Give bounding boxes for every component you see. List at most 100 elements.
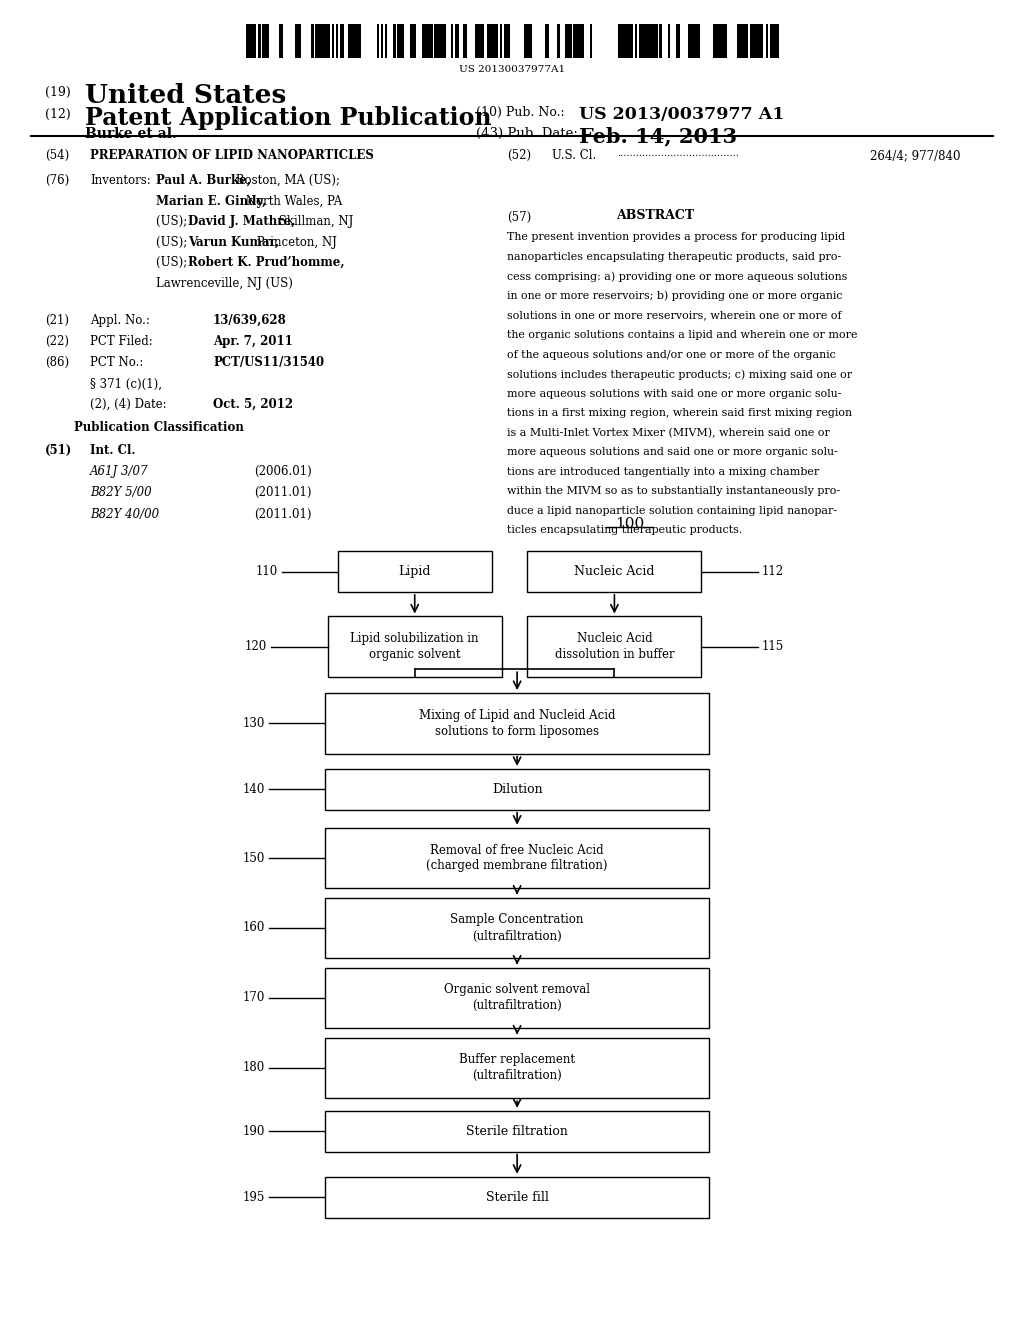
Bar xyxy=(545,24,549,58)
Text: (12): (12) xyxy=(45,108,71,121)
Text: Lawrenceville, NJ (US): Lawrenceville, NJ (US) xyxy=(156,277,293,289)
Text: 190: 190 xyxy=(243,1125,264,1138)
Bar xyxy=(442,24,446,58)
Text: Skillman, NJ: Skillman, NJ xyxy=(275,215,353,228)
Text: U.S. Cl.: U.S. Cl. xyxy=(552,149,596,162)
Text: 112: 112 xyxy=(762,565,784,578)
Bar xyxy=(754,24,763,58)
Text: (76): (76) xyxy=(45,174,70,187)
Text: (US);: (US); xyxy=(156,235,190,248)
Bar xyxy=(326,1038,709,1098)
Text: (22): (22) xyxy=(45,335,69,348)
Text: Nucleic Acid
dissolution in buffer: Nucleic Acid dissolution in buffer xyxy=(555,632,674,661)
Text: 120: 120 xyxy=(245,640,267,653)
Bar xyxy=(651,24,657,58)
Text: nanoparticles encapsulating therapeutic products, said pro-: nanoparticles encapsulating therapeutic … xyxy=(507,252,841,261)
Bar xyxy=(528,24,532,58)
Bar xyxy=(500,24,502,58)
Text: Inventors:: Inventors: xyxy=(90,174,151,187)
Bar xyxy=(527,616,701,677)
Text: 13/639,628: 13/639,628 xyxy=(213,314,287,327)
Bar xyxy=(623,24,625,58)
Text: 264/4; 977/840: 264/4; 977/840 xyxy=(870,149,961,162)
Text: (19): (19) xyxy=(45,86,71,99)
Bar xyxy=(737,24,746,58)
Bar xyxy=(627,24,633,58)
Text: Robert K. Prud’homme,: Robert K. Prud’homme, xyxy=(188,256,345,269)
Bar xyxy=(266,24,268,58)
Text: B82Y 40/00: B82Y 40/00 xyxy=(90,508,160,521)
Text: the organic solutions contains a lipid and wherein one or more: the organic solutions contains a lipid a… xyxy=(507,330,857,341)
Bar xyxy=(770,24,779,58)
Bar xyxy=(692,24,696,58)
Bar xyxy=(527,552,701,591)
Text: ABSTRACT: ABSTRACT xyxy=(616,209,694,222)
Text: Feb. 14, 2013: Feb. 14, 2013 xyxy=(579,127,736,147)
Bar xyxy=(688,24,692,58)
Text: Int. Cl.: Int. Cl. xyxy=(90,444,135,457)
Bar xyxy=(340,24,344,58)
Text: Lipid solubilization in
organic solvent: Lipid solubilization in organic solvent xyxy=(350,632,479,661)
Bar xyxy=(475,24,484,58)
Bar xyxy=(326,693,709,754)
Bar xyxy=(434,24,440,58)
Bar xyxy=(250,24,256,58)
Text: of the aqueous solutions and/or one or more of the organic: of the aqueous solutions and/or one or m… xyxy=(507,350,836,359)
Text: (2006.01): (2006.01) xyxy=(254,465,311,478)
Bar xyxy=(338,552,492,591)
Text: (2011.01): (2011.01) xyxy=(254,508,311,521)
Text: Buffer replacement
(ultrafiltration): Buffer replacement (ultrafiltration) xyxy=(459,1053,575,1082)
Text: (21): (21) xyxy=(45,314,69,327)
Text: cess comprising: a) providing one or more aqueous solutions: cess comprising: a) providing one or mor… xyxy=(507,272,847,282)
Text: 110: 110 xyxy=(255,565,278,578)
Text: 160: 160 xyxy=(243,921,264,935)
Bar xyxy=(279,24,283,58)
Bar xyxy=(647,24,653,58)
Bar xyxy=(299,24,301,58)
Bar xyxy=(315,24,325,58)
Bar xyxy=(246,24,250,58)
Text: The present invention provides a process for producing lipid: The present invention provides a process… xyxy=(507,232,845,243)
Text: (57): (57) xyxy=(507,211,531,224)
Text: Apr. 7, 2011: Apr. 7, 2011 xyxy=(213,335,293,348)
Text: § 371 (c)(1),: § 371 (c)(1), xyxy=(90,378,162,391)
Bar xyxy=(326,968,709,1028)
Bar xyxy=(324,24,328,58)
Bar xyxy=(557,24,559,58)
Text: 195: 195 xyxy=(243,1191,264,1204)
Text: Patent Application Publication: Patent Application Publication xyxy=(85,106,492,129)
Text: more aqueous solutions with said one or more organic solu-: more aqueous solutions with said one or … xyxy=(507,388,842,399)
Text: PREPARATION OF LIPID NANOPARTICLES: PREPARATION OF LIPID NANOPARTICLES xyxy=(90,149,374,162)
Bar xyxy=(326,898,709,958)
Text: United States: United States xyxy=(85,83,287,108)
Text: Princeton, NJ: Princeton, NJ xyxy=(253,235,337,248)
Bar xyxy=(721,24,725,58)
Bar xyxy=(565,24,569,58)
Bar xyxy=(487,24,494,58)
Text: (US);: (US); xyxy=(156,256,190,269)
Bar xyxy=(336,24,338,58)
Text: (10) Pub. No.:: (10) Pub. No.: xyxy=(476,106,565,119)
Text: tions in a first mixing region, wherein said first mixing region: tions in a first mixing region, wherein … xyxy=(507,408,852,418)
Bar xyxy=(676,24,680,58)
Text: tions are introduced tangentially into a mixing chamber: tions are introduced tangentially into a… xyxy=(507,467,819,477)
Text: (2), (4) Date:: (2), (4) Date: xyxy=(90,397,167,411)
Bar xyxy=(295,24,299,58)
Text: duce a lipid nanoparticle solution containing lipid nanopar-: duce a lipid nanoparticle solution conta… xyxy=(507,506,837,516)
Text: solutions includes therapeutic products; c) mixing said one or: solutions includes therapeutic products;… xyxy=(507,370,852,380)
Bar xyxy=(745,24,748,58)
Bar xyxy=(725,24,727,58)
Text: in one or more reservoirs; b) providing one or more organic: in one or more reservoirs; b) providing … xyxy=(507,290,843,301)
Text: 130: 130 xyxy=(243,717,264,730)
Bar xyxy=(326,1177,709,1217)
Text: Paul A. Burke,: Paul A. Burke, xyxy=(156,174,251,187)
Text: Removal of free Nucleic Acid
(charged membrane filtration): Removal of free Nucleic Acid (charged me… xyxy=(426,843,608,873)
Bar xyxy=(397,24,403,58)
Text: Appl. No.:: Appl. No.: xyxy=(90,314,150,327)
Bar xyxy=(639,24,648,58)
Text: Sterile fill: Sterile fill xyxy=(485,1191,549,1204)
Bar xyxy=(524,24,528,58)
Bar xyxy=(430,24,432,58)
Text: 115: 115 xyxy=(762,640,784,653)
Bar xyxy=(311,24,313,58)
